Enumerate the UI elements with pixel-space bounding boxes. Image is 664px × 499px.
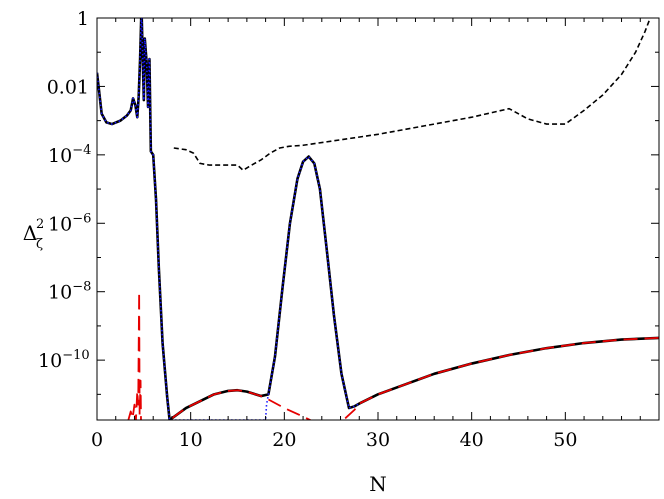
series-line-3 [127, 290, 142, 420]
y-tick-label: 10−10 [38, 348, 90, 372]
y-tick-label: 1 [77, 8, 89, 30]
series-line-5 [173, 18, 652, 172]
y-axis-label-sup: 2 [36, 217, 44, 232]
tick-layer: 0 10 20 30 40 50 1 0.01 10−4 10−6 10−8 10−10 [38, 8, 660, 451]
y-axis-label-base: Δ [23, 221, 37, 245]
plot-frame [96, 17, 660, 421]
x-tick-label: 30 [366, 429, 390, 451]
x-tick-label: 50 [553, 429, 577, 451]
y-tick-label: 10−4 [48, 143, 91, 167]
y-axis-label-sub: ζ [36, 237, 43, 252]
x-tick-label: 0 [91, 429, 103, 451]
x-tick-label: 20 [272, 429, 296, 451]
y-tick-label: 10−8 [48, 280, 91, 304]
series-line-4 [171, 336, 659, 420]
y-tick-label: 0.01 [47, 76, 89, 98]
x-axis-label: N [369, 472, 387, 496]
series-layer [97, 18, 659, 420]
x-tick-label: 10 [179, 429, 203, 451]
x-tick-label: 40 [460, 429, 484, 451]
series-line-1 [97, 18, 659, 420]
series-line-2 [97, 18, 360, 420]
y-tick-label: 10−6 [48, 211, 91, 235]
y-axis-label: Δ ζ 2 [23, 217, 45, 252]
